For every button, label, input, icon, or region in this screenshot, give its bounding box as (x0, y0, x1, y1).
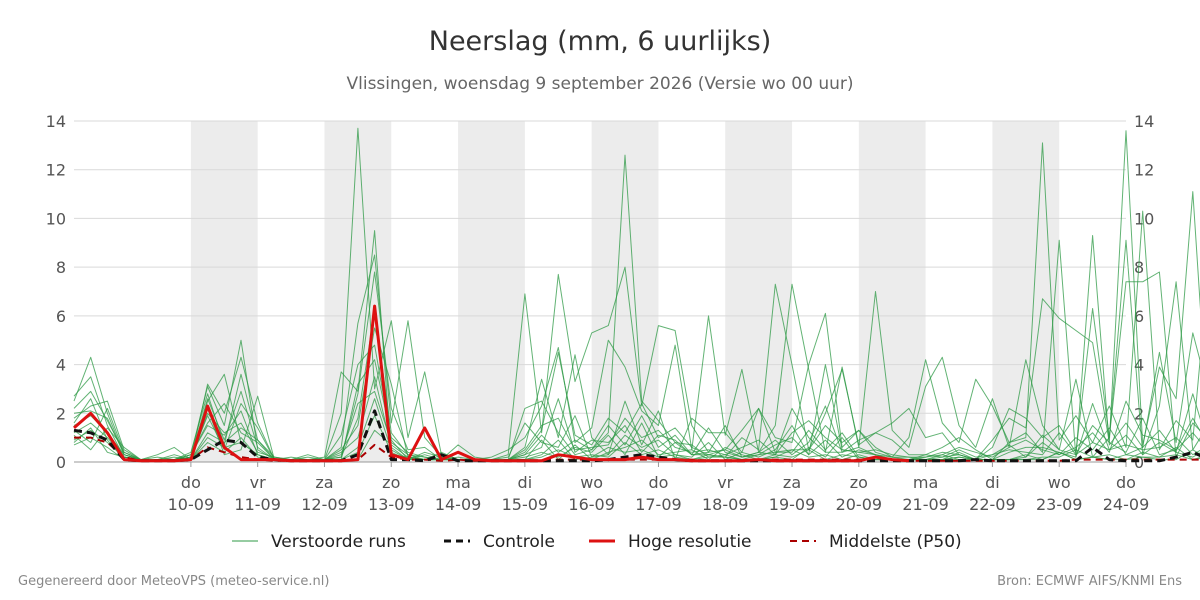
y-tick-left-2: 2 (56, 404, 66, 423)
x-tick-day-4: ma (445, 473, 470, 492)
x-tick-date-4: 14-09 (435, 495, 482, 514)
y-tick-right-12: 12 (1134, 161, 1154, 180)
x-tick-date-12: 22-09 (969, 495, 1016, 514)
x-tick-date-11: 21-09 (902, 495, 949, 514)
y-tick-right-0: 0 (1134, 453, 1144, 472)
y-tick-right-6: 6 (1134, 307, 1144, 326)
shade-band-4 (725, 121, 793, 462)
shade-band-5 (858, 121, 926, 462)
shade-band-6 (992, 121, 1060, 462)
x-tick-day-5: di (518, 473, 533, 492)
x-tick-day-7: do (648, 473, 668, 492)
y-tick-right-14: 14 (1134, 112, 1154, 131)
y-tick-left-12: 12 (46, 161, 66, 180)
x-tick-day-14: do (1116, 473, 1136, 492)
shade-band-3 (591, 121, 659, 462)
y-tick-left-0: 0 (56, 453, 66, 472)
x-axis: do 10-09 vr 11-09 za 12-09 zo 13-09 ma 14-09 di 15-… (74, 461, 1150, 514)
shade-band-0 (190, 121, 258, 462)
x-tick-day-13: wo (1048, 473, 1071, 492)
y-tick-left-14: 14 (46, 112, 66, 131)
x-tick-date-7: 17-09 (635, 495, 682, 514)
shade-band-2 (458, 121, 525, 462)
x-tick-day-8: vr (717, 473, 733, 492)
legend-label-members: Verstoorde runs (271, 532, 406, 552)
x-tick-date-5: 15-09 (502, 495, 549, 514)
chart-title: Neerslag (mm, 6 uurlijks) (429, 26, 771, 57)
x-tick-date-13: 23-09 (1036, 495, 1083, 514)
x-tick-day-9: za (783, 473, 801, 492)
legend-label-control: Controle (483, 532, 555, 552)
x-tick-date-14: 24-09 (1103, 495, 1150, 514)
main-series (73, 304, 1200, 463)
x-tick-date-10: 20-09 (836, 495, 883, 514)
y-tick-left-4: 4 (56, 356, 66, 375)
x-tick-date-2: 12-09 (301, 495, 348, 514)
y-tick-right-10: 10 (1134, 209, 1154, 228)
x-tick-day-1: vr (250, 473, 266, 492)
x-tick-date-3: 13-09 (368, 495, 415, 514)
x-tick-day-3: zo (382, 473, 400, 492)
legend-label-hires: Hoge resolutie (628, 532, 752, 552)
x-tick-day-12: di (985, 473, 1000, 492)
y-tick-left-6: 6 (56, 307, 66, 326)
x-tick-day-10: zo (850, 473, 868, 492)
x-tick-date-0: 10-09 (168, 495, 215, 514)
y-tick-left-10: 10 (46, 209, 66, 228)
y-tick-left-8: 8 (56, 258, 66, 277)
hires-line (73, 304, 910, 463)
y-tick-right-4: 4 (1134, 356, 1144, 375)
chart-subtitle: Vlissingen, woensdag 9 september 2026 (V… (347, 74, 854, 94)
footer-source: Bron: ECMWF AIFS/KNMI Ens (997, 574, 1182, 589)
footer-credit: Gegenereerd door MeteoVPS (meteo-service… (18, 574, 329, 589)
legend: Verstoorde runs Controle Hoge resolutie … (232, 532, 962, 552)
x-tick-date-6: 16-09 (568, 495, 615, 514)
x-tick-date-8: 18-09 (702, 495, 749, 514)
legend-label-p50: Middelste (P50) (829, 532, 962, 552)
x-tick-day-2: za (315, 473, 333, 492)
x-tick-date-9: 19-09 (769, 495, 816, 514)
weekend-shading (190, 121, 1060, 462)
y-axis-left: 0 2 4 6 8 10 12 14 (46, 112, 66, 472)
x-tick-day-0: do (181, 473, 201, 492)
x-tick-date-1: 11-09 (234, 495, 281, 514)
x-tick-day-6: wo (580, 473, 603, 492)
x-tick-day-11: ma (913, 473, 938, 492)
